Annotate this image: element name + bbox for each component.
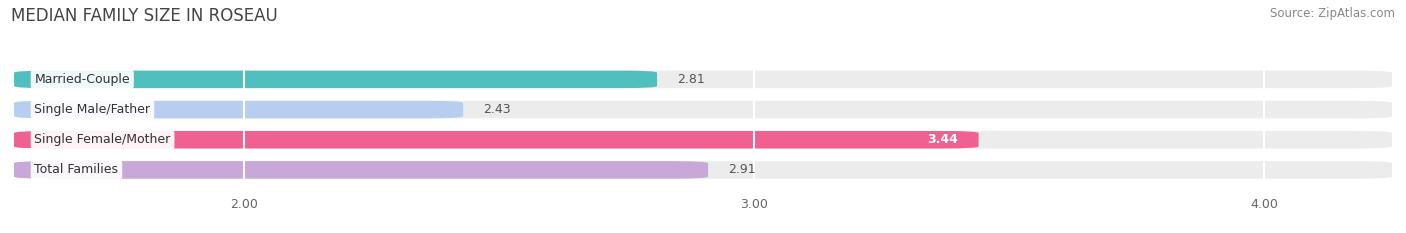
FancyBboxPatch shape <box>14 131 1392 148</box>
Text: Married-Couple: Married-Couple <box>35 73 131 86</box>
FancyBboxPatch shape <box>14 131 979 148</box>
Text: 2.91: 2.91 <box>728 163 756 176</box>
Text: Single Female/Mother: Single Female/Mother <box>35 133 170 146</box>
FancyBboxPatch shape <box>14 101 463 118</box>
FancyBboxPatch shape <box>14 161 709 179</box>
Text: Single Male/Father: Single Male/Father <box>35 103 150 116</box>
Text: 3.44: 3.44 <box>928 133 957 146</box>
Text: 2.81: 2.81 <box>678 73 706 86</box>
FancyBboxPatch shape <box>14 161 1392 179</box>
Text: MEDIAN FAMILY SIZE IN ROSEAU: MEDIAN FAMILY SIZE IN ROSEAU <box>11 7 278 25</box>
FancyBboxPatch shape <box>14 71 1392 88</box>
FancyBboxPatch shape <box>14 71 657 88</box>
Text: Source: ZipAtlas.com: Source: ZipAtlas.com <box>1270 7 1395 20</box>
Text: 2.43: 2.43 <box>484 103 512 116</box>
FancyBboxPatch shape <box>14 101 1392 118</box>
Text: Total Families: Total Families <box>35 163 118 176</box>
